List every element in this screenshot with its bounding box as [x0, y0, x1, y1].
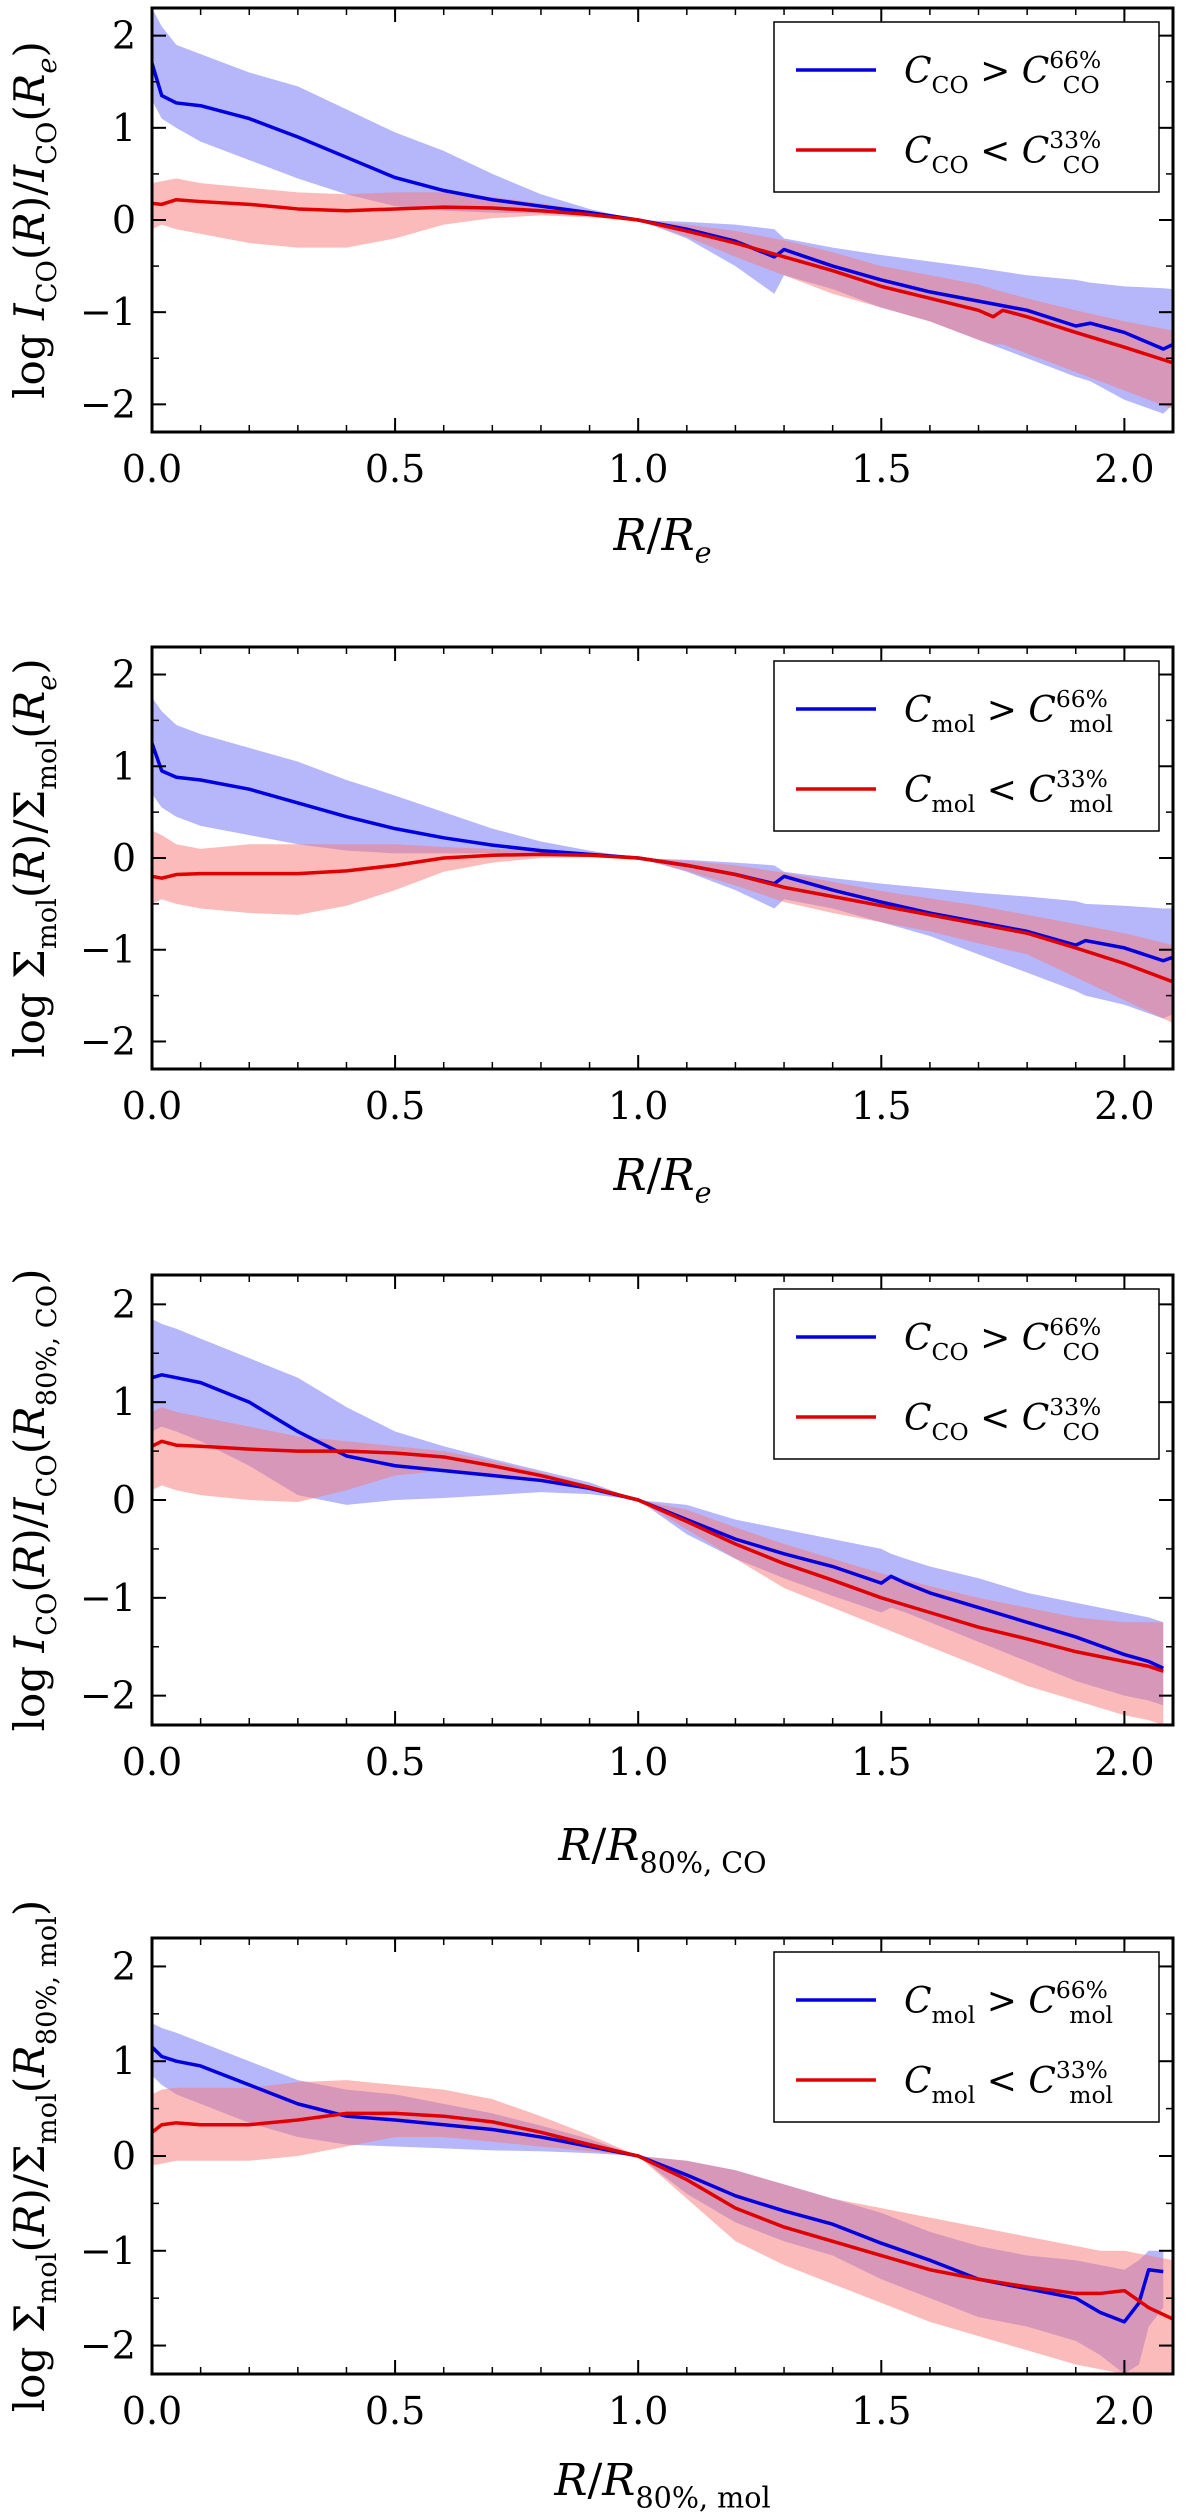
- y-tick-label: 1: [112, 1380, 136, 1424]
- y-tick-label: −2: [80, 1019, 136, 1063]
- legend-label: Cmol > C66% mol: [904, 685, 1113, 738]
- legend-label: CCO > C66% CO: [904, 46, 1101, 99]
- y-tick-label: 0: [112, 836, 136, 880]
- x-tick-label: 0.5: [365, 1084, 425, 1128]
- y-tick-label: 2: [112, 653, 136, 697]
- x-tick-label: 0.5: [365, 2389, 425, 2433]
- legend: CCO > C66% CO CCO < C33% CO: [773, 21, 1160, 193]
- legend-label: CCO < C33% CO: [904, 126, 1101, 179]
- red-series-line: [152, 852, 1173, 984]
- x-tick-label: 2.0: [1094, 1740, 1154, 1784]
- legend-label: Cmol < C33% mol: [904, 765, 1113, 818]
- chart-panel-3: 0.0 0.5 1.0 1.5 2.0 2 1 0 −1 −2 R/R80%, CO log ICO(…: [5, 1269, 1175, 1879]
- blue-series-line: [152, 1373, 1165, 1670]
- y-tick-label: 1: [112, 744, 136, 788]
- red-band: [152, 2080, 1173, 2374]
- x-tick-label: 1.0: [608, 2389, 668, 2433]
- x-axis-label: R/Re: [612, 510, 711, 569]
- x-axis-label: R/R80%, CO: [557, 1820, 766, 1879]
- x-axis-label: R/Re: [612, 1150, 711, 1209]
- x-tick-label: 0.0: [122, 1084, 182, 1128]
- x-tick-label: 1.5: [851, 447, 911, 491]
- y-tick-label: −1: [80, 2229, 136, 2273]
- blue-band: [152, 697, 1173, 1019]
- x-axis-label: R/R80%, mol: [553, 2455, 770, 2513]
- x-tick-label: 0.0: [122, 1740, 182, 1784]
- x-tick-label: 0.5: [365, 1740, 425, 1784]
- x-tick-label: 1.0: [608, 1084, 668, 1128]
- red-band: [152, 830, 1173, 1024]
- x-tick-label: 1.0: [608, 447, 668, 491]
- x-tick-label: 0.5: [365, 447, 425, 491]
- blue-series-line: [152, 62, 1173, 351]
- y-tick-label: −2: [80, 1674, 136, 1718]
- x-tick-label: 0.0: [122, 447, 182, 491]
- x-tick-label: 1.5: [851, 2389, 911, 2433]
- x-tick-label: 1.0: [608, 1740, 668, 1784]
- x-tick-label: 2.0: [1094, 447, 1154, 491]
- y-tick-label: 2: [112, 1282, 136, 1326]
- x-tick-label: 0.0: [122, 2389, 182, 2433]
- legend-label: Cmol > C66% mol: [904, 1976, 1113, 2029]
- y-tick-label: 0: [112, 1478, 136, 1522]
- y-axis-label: log Σmol(R)/Σmol(Re): [5, 658, 63, 1058]
- y-axis-label: log Σmol(R)/Σmol(R80%, mol): [5, 1900, 63, 2413]
- red-series-line: [152, 1439, 1164, 1673]
- red-band: [152, 1407, 1164, 1725]
- red-series-line: [152, 2111, 1173, 2321]
- blue-series-line: [152, 2045, 1164, 2324]
- legend: Cmol > C66% mol Cmol < C33% mol: [773, 1951, 1160, 2123]
- legend: Cmol > C66% mol Cmol < C33% mol: [773, 660, 1160, 832]
- x-tick-label: 2.0: [1094, 2389, 1154, 2433]
- legend: CCO > C66% CO CCO < C33% CO: [773, 1288, 1160, 1460]
- legend-label: CCO > C66% CO: [904, 1313, 1101, 1366]
- chart-panel-1: 0.0 0.5 1.0 1.5 2.0 2 1 0 −1 −2 R/Re log ICO(R)/ICO…: [5, 6, 1175, 569]
- y-tick-label: −1: [80, 290, 136, 334]
- y-tick-label: 1: [112, 106, 136, 150]
- chart-panel-2: 0.0 0.5 1.0 1.5 2.0 2 1 0 −1 −2 R/Re log Σmol(R)/Σm…: [5, 645, 1175, 1209]
- legend-label: Cmol < C33% mol: [904, 2056, 1113, 2109]
- y-tick-label: 0: [112, 198, 136, 242]
- y-tick-label: −2: [80, 382, 136, 426]
- y-tick-label: −1: [80, 928, 136, 972]
- y-axis-label: log ICO(R)/ICO(R80%, CO): [5, 1269, 63, 1732]
- y-axis-label: log ICO(R)/ICO(Re): [5, 41, 63, 399]
- y-tick-label: −2: [80, 2324, 136, 2368]
- red-series-line: [152, 197, 1173, 365]
- y-tick-label: 2: [112, 14, 136, 58]
- x-tick-label: 2.0: [1094, 1084, 1154, 1128]
- y-tick-label: −1: [80, 1576, 136, 1620]
- chart-panel-4: 0.0 0.5 1.0 1.5 2.0 2 1 0 −1 −2 R/R80%, mol log Σmo…: [5, 1900, 1175, 2513]
- x-tick-label: 1.5: [851, 1740, 911, 1784]
- y-tick-label: 0: [112, 2134, 136, 2178]
- y-tick-label: 1: [112, 2039, 136, 2083]
- y-tick-label: 2: [112, 1944, 136, 1988]
- x-tick-label: 1.5: [851, 1084, 911, 1128]
- legend-label: CCO < C33% CO: [904, 1393, 1101, 1446]
